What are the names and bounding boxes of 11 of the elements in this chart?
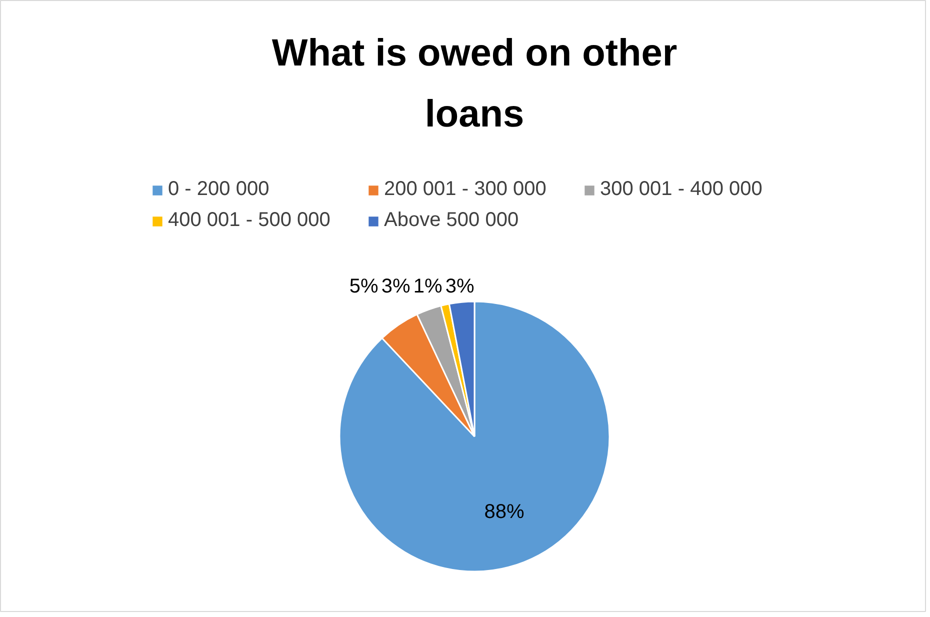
chart-title: What is owed on other loans — [272, 32, 678, 136]
data-label: 1% — [413, 276, 443, 298]
data-label: 88% — [484, 500, 525, 523]
legend-label: 400 001 - 500 000 — [168, 209, 332, 232]
legend-label: 0 - 200 000 — [168, 178, 270, 201]
data-label: 5% — [349, 276, 379, 298]
legend-label: 200 001 - 300 000 — [384, 178, 548, 201]
data-label: 3% — [445, 276, 475, 298]
legend-label: 300 001 - 400 000 — [600, 178, 764, 201]
data-label: 3% — [381, 276, 411, 298]
legend-label: Above 500 000 — [384, 209, 520, 232]
